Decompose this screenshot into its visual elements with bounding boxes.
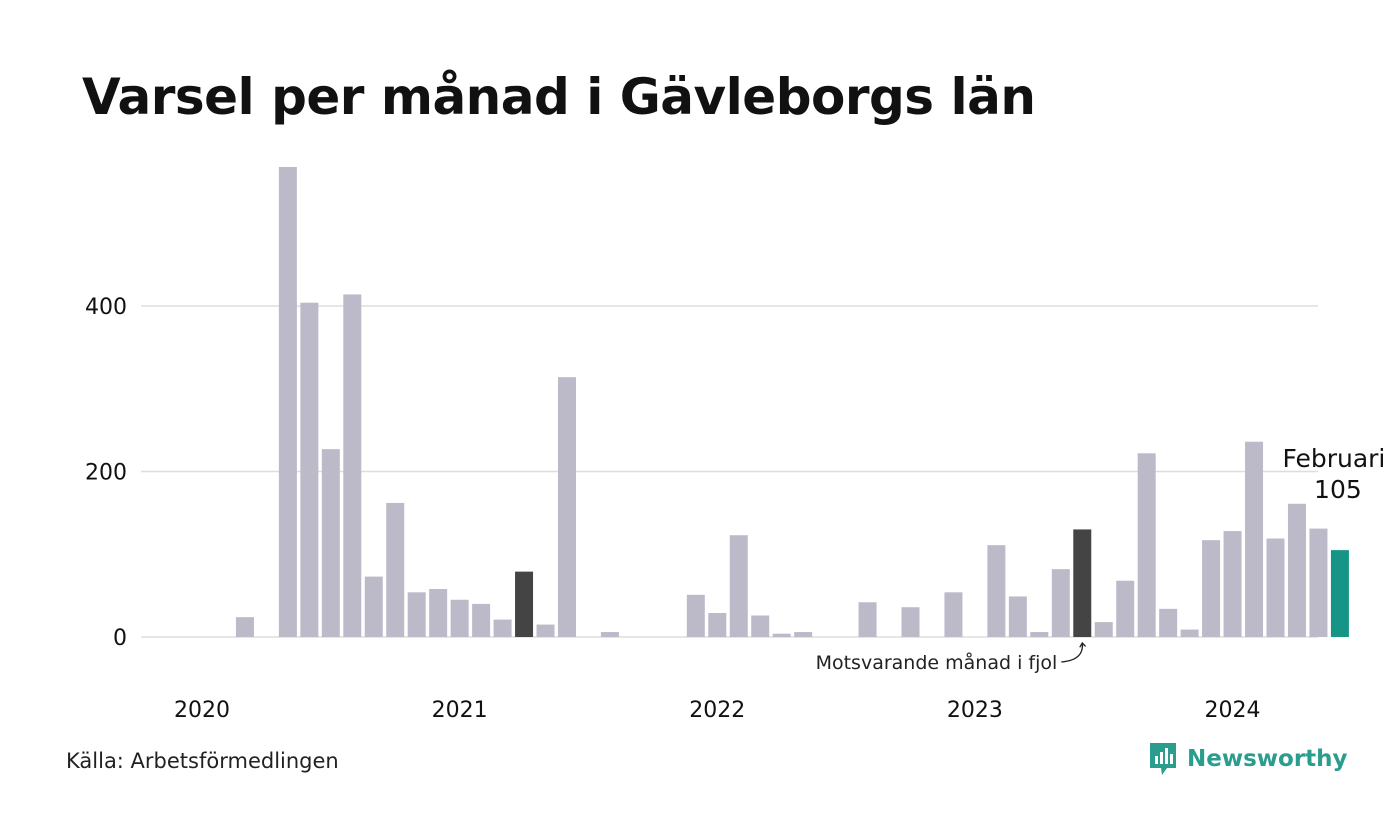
bar bbox=[1330, 550, 1349, 637]
bar bbox=[515, 571, 534, 637]
bar bbox=[278, 166, 297, 638]
bar bbox=[364, 576, 383, 637]
source-note: Källa: Arbetsförmedlingen bbox=[66, 749, 339, 773]
bar bbox=[386, 502, 405, 637]
bar bbox=[1051, 569, 1070, 637]
bar bbox=[686, 594, 705, 637]
bar bbox=[300, 302, 319, 637]
bar bbox=[536, 624, 555, 637]
brand-name: Newsworthy bbox=[1187, 746, 1348, 772]
y-tick-label: 400 bbox=[85, 295, 127, 320]
y-tick-label: 0 bbox=[113, 626, 127, 651]
bar bbox=[708, 613, 727, 637]
x-tick-label: 2022 bbox=[689, 698, 745, 723]
bar bbox=[1159, 608, 1178, 637]
current-month-label: Februari bbox=[1282, 444, 1385, 473]
axis-labels: 0 200 400 2020 2021 2022 2023 2024 bbox=[85, 295, 1261, 723]
bar bbox=[944, 592, 963, 637]
bar bbox=[472, 603, 491, 637]
previous-year-label: Motsvarande månad i fjol bbox=[816, 651, 1058, 674]
bar bbox=[1030, 632, 1049, 637]
x-tick-label: 2024 bbox=[1205, 698, 1261, 723]
bar bbox=[321, 449, 340, 637]
y-tick-label: 200 bbox=[85, 461, 127, 486]
bar bbox=[901, 607, 920, 637]
bar bbox=[1223, 531, 1242, 637]
bar bbox=[1202, 540, 1221, 637]
bar bbox=[1094, 622, 1113, 637]
newsworthy-logo-icon bbox=[1150, 743, 1176, 775]
bar bbox=[1266, 538, 1285, 637]
bar bbox=[493, 619, 512, 637]
bar bbox=[1116, 580, 1135, 637]
bar bbox=[729, 535, 748, 637]
previous-year-arrow bbox=[1061, 643, 1082, 663]
bar bbox=[1073, 529, 1092, 637]
bar bbox=[772, 633, 791, 637]
bar bbox=[858, 602, 877, 637]
brand-logo[interactable]: Newsworthy bbox=[1148, 741, 1348, 777]
bar bbox=[450, 599, 469, 637]
bar bbox=[1137, 453, 1156, 637]
bar bbox=[751, 615, 770, 637]
bars bbox=[235, 166, 1349, 638]
bar bbox=[343, 294, 362, 637]
bar bbox=[1287, 503, 1306, 637]
bar bbox=[1245, 441, 1264, 637]
x-tick-label: 2020 bbox=[174, 698, 230, 723]
current-value-label: 105 bbox=[1314, 475, 1362, 504]
bar bbox=[235, 617, 254, 637]
bar bbox=[557, 377, 576, 637]
bar bbox=[1008, 596, 1027, 637]
bar bbox=[1180, 629, 1199, 637]
bar bbox=[987, 545, 1006, 637]
bar bbox=[600, 632, 619, 637]
chart-title: Varsel per månad i Gävleborgs län bbox=[82, 68, 1036, 126]
bar bbox=[794, 632, 813, 637]
x-tick-label: 2023 bbox=[947, 698, 1003, 723]
x-tick-label: 2021 bbox=[432, 698, 488, 723]
bar bbox=[407, 592, 426, 637]
bar bbox=[429, 589, 448, 637]
bar bbox=[1309, 528, 1328, 637]
